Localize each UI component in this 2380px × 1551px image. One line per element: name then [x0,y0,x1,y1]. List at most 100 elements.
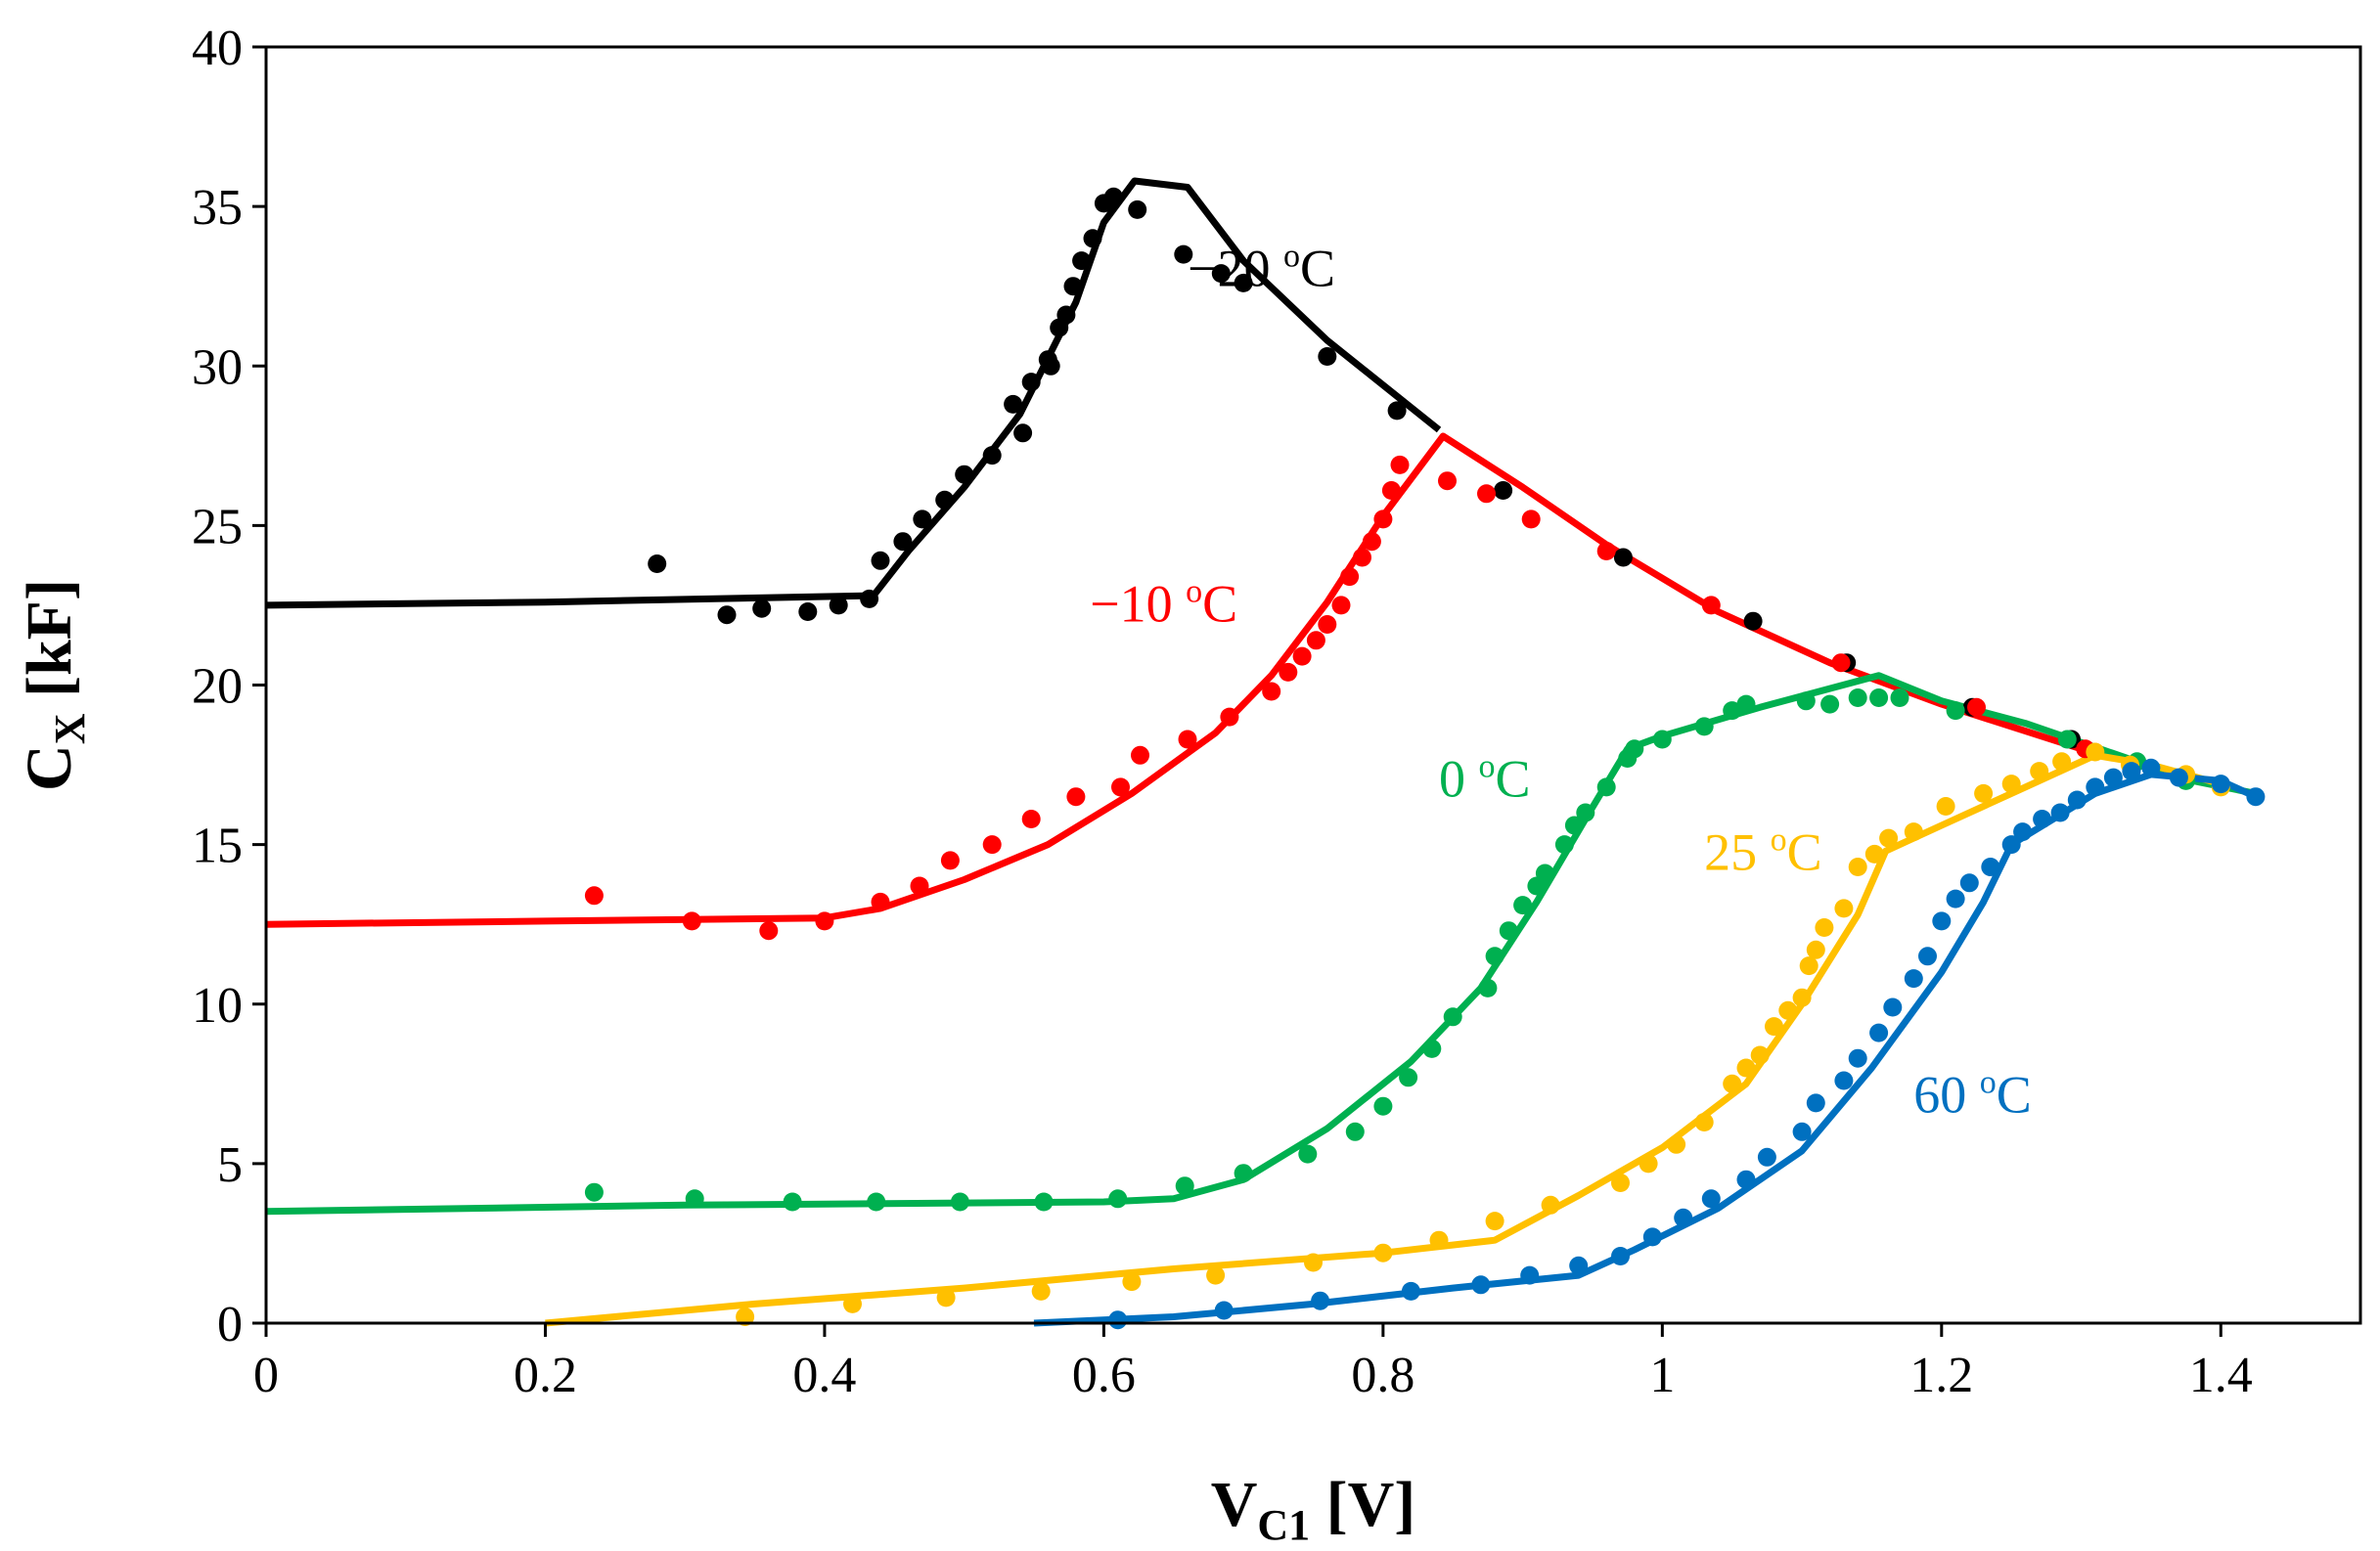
data-point-10-C [1390,455,1410,474]
data-point-0-C [2057,730,2077,749]
data-point-60-C [2050,803,2070,822]
data-point-10-C [1381,481,1401,500]
data-point-60-C [1674,1208,1693,1227]
series-label-20-C: −20 oC [1188,239,1335,298]
data-point-0-C [1535,864,1554,883]
data-point-25-C [1848,858,1867,876]
data-point-10-C [1701,596,1721,615]
series-lines [265,177,2258,1327]
data-point-10-C [1831,653,1851,673]
data-point-25-C [1639,1154,1658,1174]
x-tick-label: 1.2 [1909,1348,1973,1403]
data-point-20-C [1234,273,1253,292]
data-point-25-C [1750,1045,1770,1065]
series-label-value: 0 [1439,750,1479,809]
series-line-10-C [265,432,2083,928]
data-point-20-C [1004,394,1023,414]
data-point-0-C [1298,1144,1318,1164]
x-axis-title-unit: [V] [1310,1469,1415,1540]
x-axis-title-main: V [1211,1469,1258,1540]
data-point-0-C [950,1192,969,1212]
data-point-20-C [752,598,772,618]
data-point-20-C [1318,347,1337,366]
data-point-25-C [2086,742,2105,762]
data-point-20-C [1013,423,1033,443]
data-point-0-C [1443,1007,1462,1027]
y-axis-title-unit: [kF] [14,579,85,713]
data-point-60-C [1883,997,1903,1017]
data-point-10-C [1292,646,1312,666]
data-point-10-C [940,851,960,870]
data-point-60-C [1611,1247,1630,1265]
data-point-0-C [1596,777,1616,797]
data-point-10-C [1220,707,1239,727]
y-axis-title-main: C [14,744,85,791]
data-point-0-C [1034,1192,1054,1212]
data-point-25-C [1864,844,1884,864]
y-tick-label: 25 [192,499,243,554]
data-point-60-C [1401,1281,1420,1301]
data-point-25-C [1541,1195,1560,1215]
data-point-10-C [1279,662,1298,682]
data-point-60-C [1834,1071,1854,1090]
data-point-25-C [1206,1265,1226,1285]
data-point-0-C [1478,978,1498,997]
x-tick-label: 0.2 [514,1348,577,1403]
data-point-60-C [1869,1023,1889,1042]
data-point-10-C [1353,548,1371,567]
data-point-0-C [1820,694,1840,714]
series-label-degree: o [1186,573,1202,609]
data-point-60-C [2001,835,2021,855]
data-point-20-C [1128,199,1147,219]
data-point-10-C [1331,596,1351,615]
data-point-0-C [867,1192,886,1212]
y-axis-title: CX [kF] [14,579,94,791]
data-point-20-C [829,596,848,615]
series-label-value: 25 [1704,823,1771,882]
data-point-60-C [2086,777,2105,797]
data-point-10-C [1438,471,1457,491]
data-point-20-C [1743,611,1763,631]
data-point-25-C [1429,1230,1449,1250]
data-point-10-C [1477,484,1496,504]
data-point-60-C [1932,911,1952,931]
data-point-60-C [1904,969,1923,989]
data-point-20-C [1613,548,1633,567]
data-point-60-C [1520,1265,1540,1285]
data-point-25-C [1373,1243,1393,1263]
data-point-0-C [783,1192,802,1212]
data-point-20-C [893,532,913,552]
data-point-10-C [1306,631,1325,650]
data-point-25-C [2030,762,2049,781]
data-point-10-C [815,911,834,931]
series-label-degree: o [1478,749,1495,785]
data-point-25-C [1304,1253,1323,1272]
y-tick-label: 30 [192,339,243,395]
y-tick-label: 5 [217,1137,243,1193]
data-point-10-C [1596,542,1616,560]
data-point-0-C [1554,835,1574,855]
series-label-unit: C [1495,750,1530,809]
data-point-10-C [1521,510,1541,529]
data-point-60-C [1981,858,2000,876]
y-tick-label: 15 [192,819,243,874]
data-point-25-C [1765,1017,1783,1037]
x-tick-label: 0 [253,1348,279,1403]
data-point-25-C [1834,899,1854,918]
data-point-0-C [1869,688,1889,707]
data-point-60-C [2067,790,2087,810]
data-point-20-C [1174,244,1193,264]
series-label-degree: o [1771,822,1787,859]
data-point-60-C [1806,1093,1825,1113]
series-label-degree: o [1283,239,1300,275]
series-label-unit: C [1787,823,1822,882]
data-point-25-C [1936,797,1955,816]
x-tick-label: 0.6 [1072,1348,1136,1403]
series-line-25-C [545,751,2223,1327]
series-label-unit: C [1300,240,1335,298]
data-point-20-C [717,605,737,625]
data-point-60-C [2033,810,2052,828]
x-axis-title-sub: C1 [1257,1501,1310,1549]
data-point-60-C [1214,1301,1234,1320]
x-tick-label: 0.4 [792,1348,856,1403]
